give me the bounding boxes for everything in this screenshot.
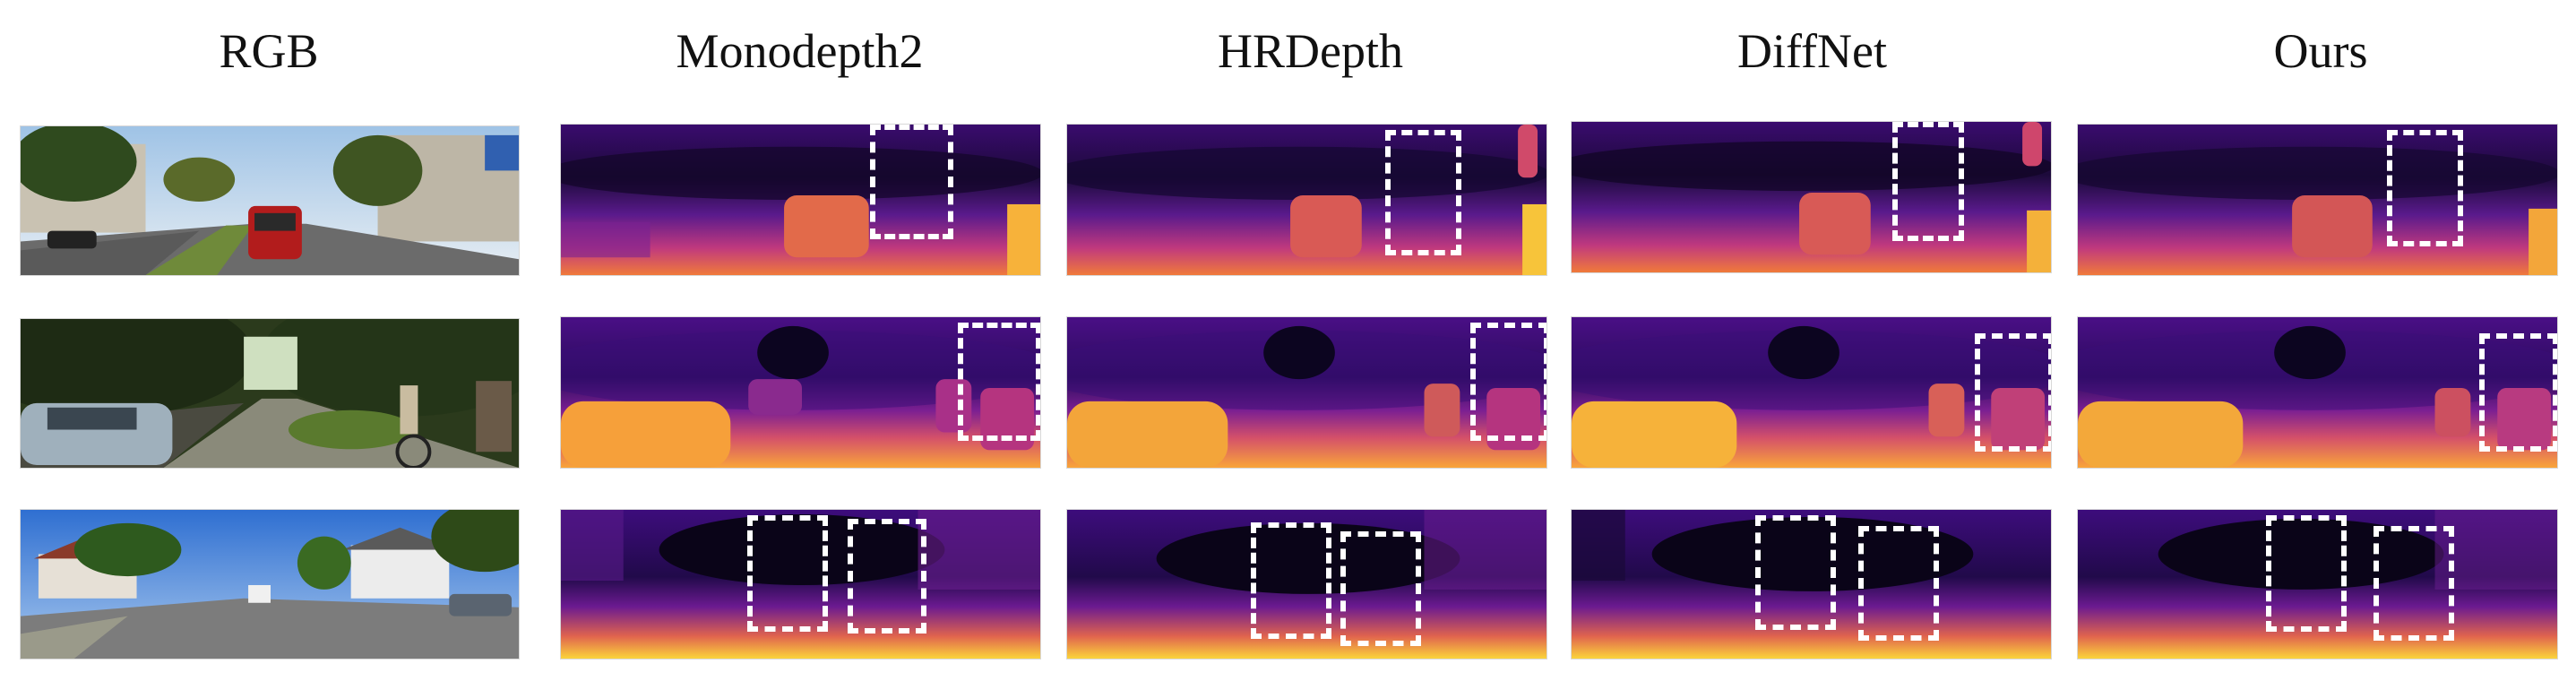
highlight-box: [747, 515, 828, 632]
highlight-box: [2387, 130, 2463, 246]
depth-map-ours-row1: [2077, 124, 2558, 276]
depth-map-monodepth2-row1: [560, 124, 1041, 276]
highlight-box: [1975, 333, 2051, 452]
highlight-box: [870, 125, 953, 239]
depth-map-ours-row2: [2077, 316, 2558, 469]
column-header-rgb: RGB: [219, 24, 319, 78]
column-header-monodepth2: Monodepth2: [676, 24, 924, 78]
highlight-box: [1892, 122, 1964, 241]
depth-map-monodepth2-row2: [560, 316, 1041, 469]
highlight-box: [1470, 323, 1546, 441]
column-header-diffnet: DiffNet: [1737, 24, 1887, 78]
highlight-box: [1858, 526, 1939, 641]
highlight-box: [1251, 522, 1331, 639]
highlight-box: [1755, 515, 1836, 630]
depth-map-diffnet-row3: [1571, 509, 2052, 659]
depth-map-monodepth2-row3: [560, 509, 1041, 659]
highlight-box: [2374, 526, 2454, 641]
column-header-hrdepth: HRDepth: [1218, 24, 1403, 78]
depth-map-diffnet-row1: [1571, 121, 2052, 273]
highlight-box: [1340, 531, 1421, 646]
highlight-box: [848, 519, 926, 634]
depth-map-hrdepth-row3: [1066, 509, 1547, 659]
rgb-image-row2: [20, 318, 520, 469]
depth-map-ours-row3: [2077, 509, 2558, 659]
highlight-box: [1385, 130, 1461, 255]
depth-map-hrdepth-row2: [1066, 316, 1547, 469]
column-header-ours: Ours: [2273, 24, 2368, 78]
depth-map-hrdepth-row1: [1066, 124, 1547, 276]
highlight-box: [958, 323, 1040, 441]
rgb-image-row3: [20, 509, 520, 659]
highlight-box: [2266, 515, 2347, 632]
depth-map-diffnet-row2: [1571, 316, 2052, 469]
highlight-box: [2479, 333, 2557, 452]
rgb-image-row1: [20, 125, 520, 276]
